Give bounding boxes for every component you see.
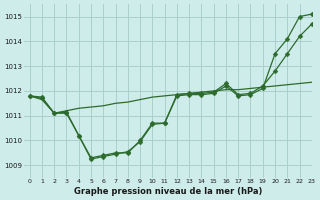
X-axis label: Graphe pression niveau de la mer (hPa): Graphe pression niveau de la mer (hPa) — [74, 187, 262, 196]
